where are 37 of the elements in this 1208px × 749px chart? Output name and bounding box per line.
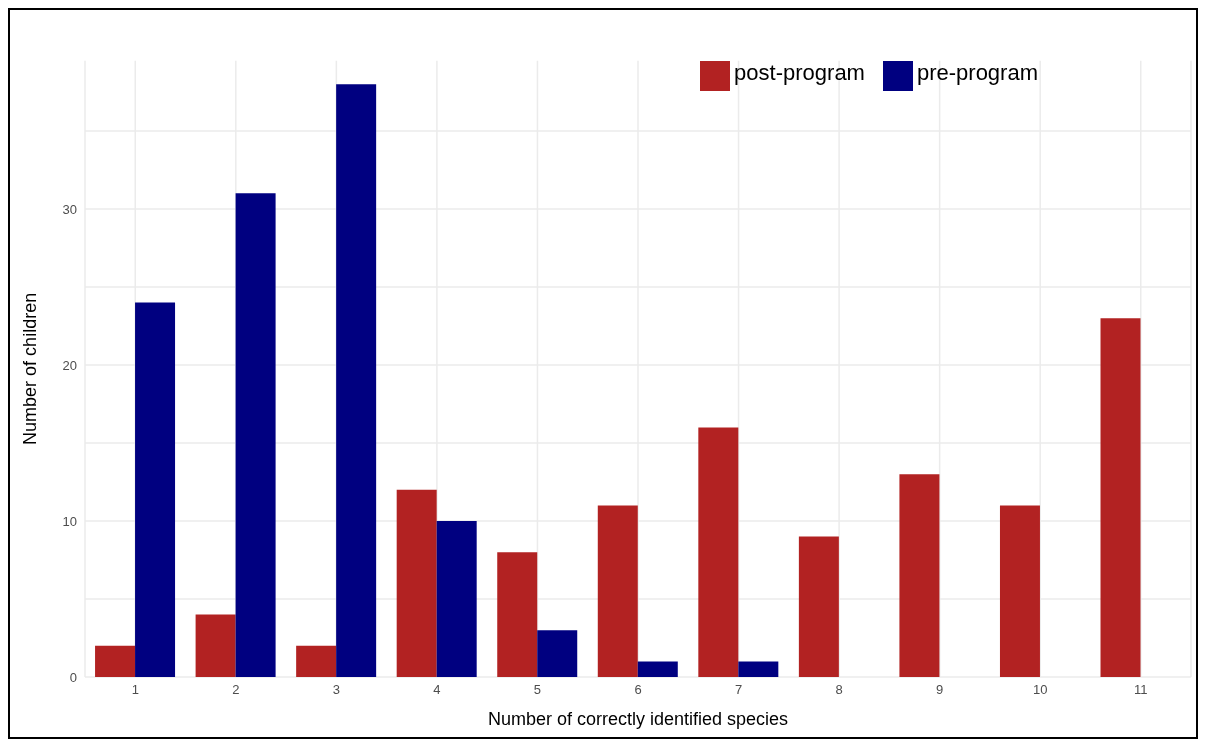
y-tick-label: 30 bbox=[62, 201, 77, 217]
bar bbox=[637, 661, 678, 677]
bar bbox=[195, 614, 236, 677]
x-tick-label: 9 bbox=[936, 682, 944, 698]
bar bbox=[597, 505, 638, 677]
bar bbox=[738, 661, 779, 677]
legend-label: pre-program bbox=[916, 60, 1038, 85]
bar bbox=[537, 630, 578, 677]
bar bbox=[497, 552, 538, 677]
x-axis-title: Number of correctly identified species bbox=[487, 709, 789, 729]
y-axis-title: Number of children bbox=[20, 292, 41, 445]
bar bbox=[999, 505, 1040, 677]
y-tick-label: 10 bbox=[62, 513, 77, 529]
x-tick-label: 6 bbox=[634, 682, 642, 698]
bar bbox=[135, 302, 176, 677]
bar bbox=[95, 645, 136, 677]
x-tick-label: 3 bbox=[332, 682, 340, 698]
y-tick-label: 20 bbox=[62, 357, 77, 373]
legend-label: post-program bbox=[734, 60, 865, 85]
x-tick-label: 4 bbox=[433, 682, 441, 698]
bar bbox=[798, 536, 839, 677]
bar bbox=[698, 427, 739, 677]
x-tick-label: 8 bbox=[835, 682, 843, 698]
bar bbox=[899, 474, 940, 677]
bar bbox=[336, 84, 377, 677]
y-tick-label: 0 bbox=[69, 669, 77, 685]
x-tick-label: 11 bbox=[1133, 682, 1148, 698]
x-tick-label: 5 bbox=[533, 682, 542, 698]
bar bbox=[235, 193, 276, 677]
bar bbox=[296, 645, 337, 677]
bar bbox=[436, 520, 477, 677]
bar bbox=[1100, 318, 1141, 677]
x-tick-label: 1 bbox=[131, 682, 139, 698]
bar bbox=[396, 489, 437, 677]
x-tick-label: 2 bbox=[232, 682, 240, 698]
x-tick-label: 10 bbox=[1032, 682, 1048, 698]
x-tick-label: 7 bbox=[734, 682, 743, 698]
